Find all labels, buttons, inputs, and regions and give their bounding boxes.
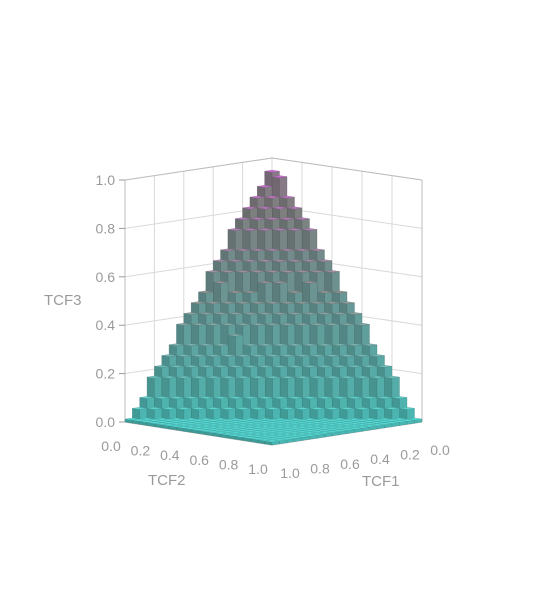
y-tick-label: 0.2 — [131, 443, 151, 459]
x-axis-label: TCF1 — [362, 473, 400, 490]
axis-ticks: 0.0 0.2 0.4 0.6 0.8 1.0 0.0 0.2 0.4 0.6 0.8 1.0 1.0 0… — [96, 172, 450, 481]
x-tick-label: 0.4 — [370, 451, 390, 467]
voxel-column — [265, 407, 281, 423]
voxel-column — [354, 407, 370, 423]
axis-edge — [124, 157, 273, 181]
z-tick-label: 1.0 — [96, 172, 116, 188]
z-axis-label: TCF3 — [44, 292, 82, 309]
y-tick-label: 0.6 — [189, 452, 209, 468]
x-tick-label: 0.2 — [400, 447, 420, 463]
z-tick-label: 0.6 — [96, 269, 116, 285]
z-tick-label: 0.8 — [96, 220, 116, 236]
axis-edge — [271, 157, 423, 181]
x-tick-label: 0.6 — [340, 456, 360, 472]
y-tick-label: 1.0 — [248, 461, 268, 477]
y-tick-label: 0.0 — [101, 438, 121, 454]
z-tick-label: 0.4 — [96, 317, 116, 333]
voxel-surface — [124, 169, 423, 446]
y-axis-label: TCF2 — [148, 472, 186, 489]
z-tick-label: 0.2 — [96, 366, 116, 382]
y-tick-label: 0.8 — [219, 456, 239, 472]
z-tick-label: 0.0 — [96, 414, 116, 430]
x-tick-label: 1.0 — [280, 465, 300, 481]
voxel-column — [264, 439, 280, 446]
voxel-column — [294, 407, 311, 423]
x-tick-label: 0.8 — [310, 460, 330, 476]
y-tick-label: 0.4 — [160, 447, 180, 463]
x-tick-label: 0.0 — [430, 442, 450, 458]
